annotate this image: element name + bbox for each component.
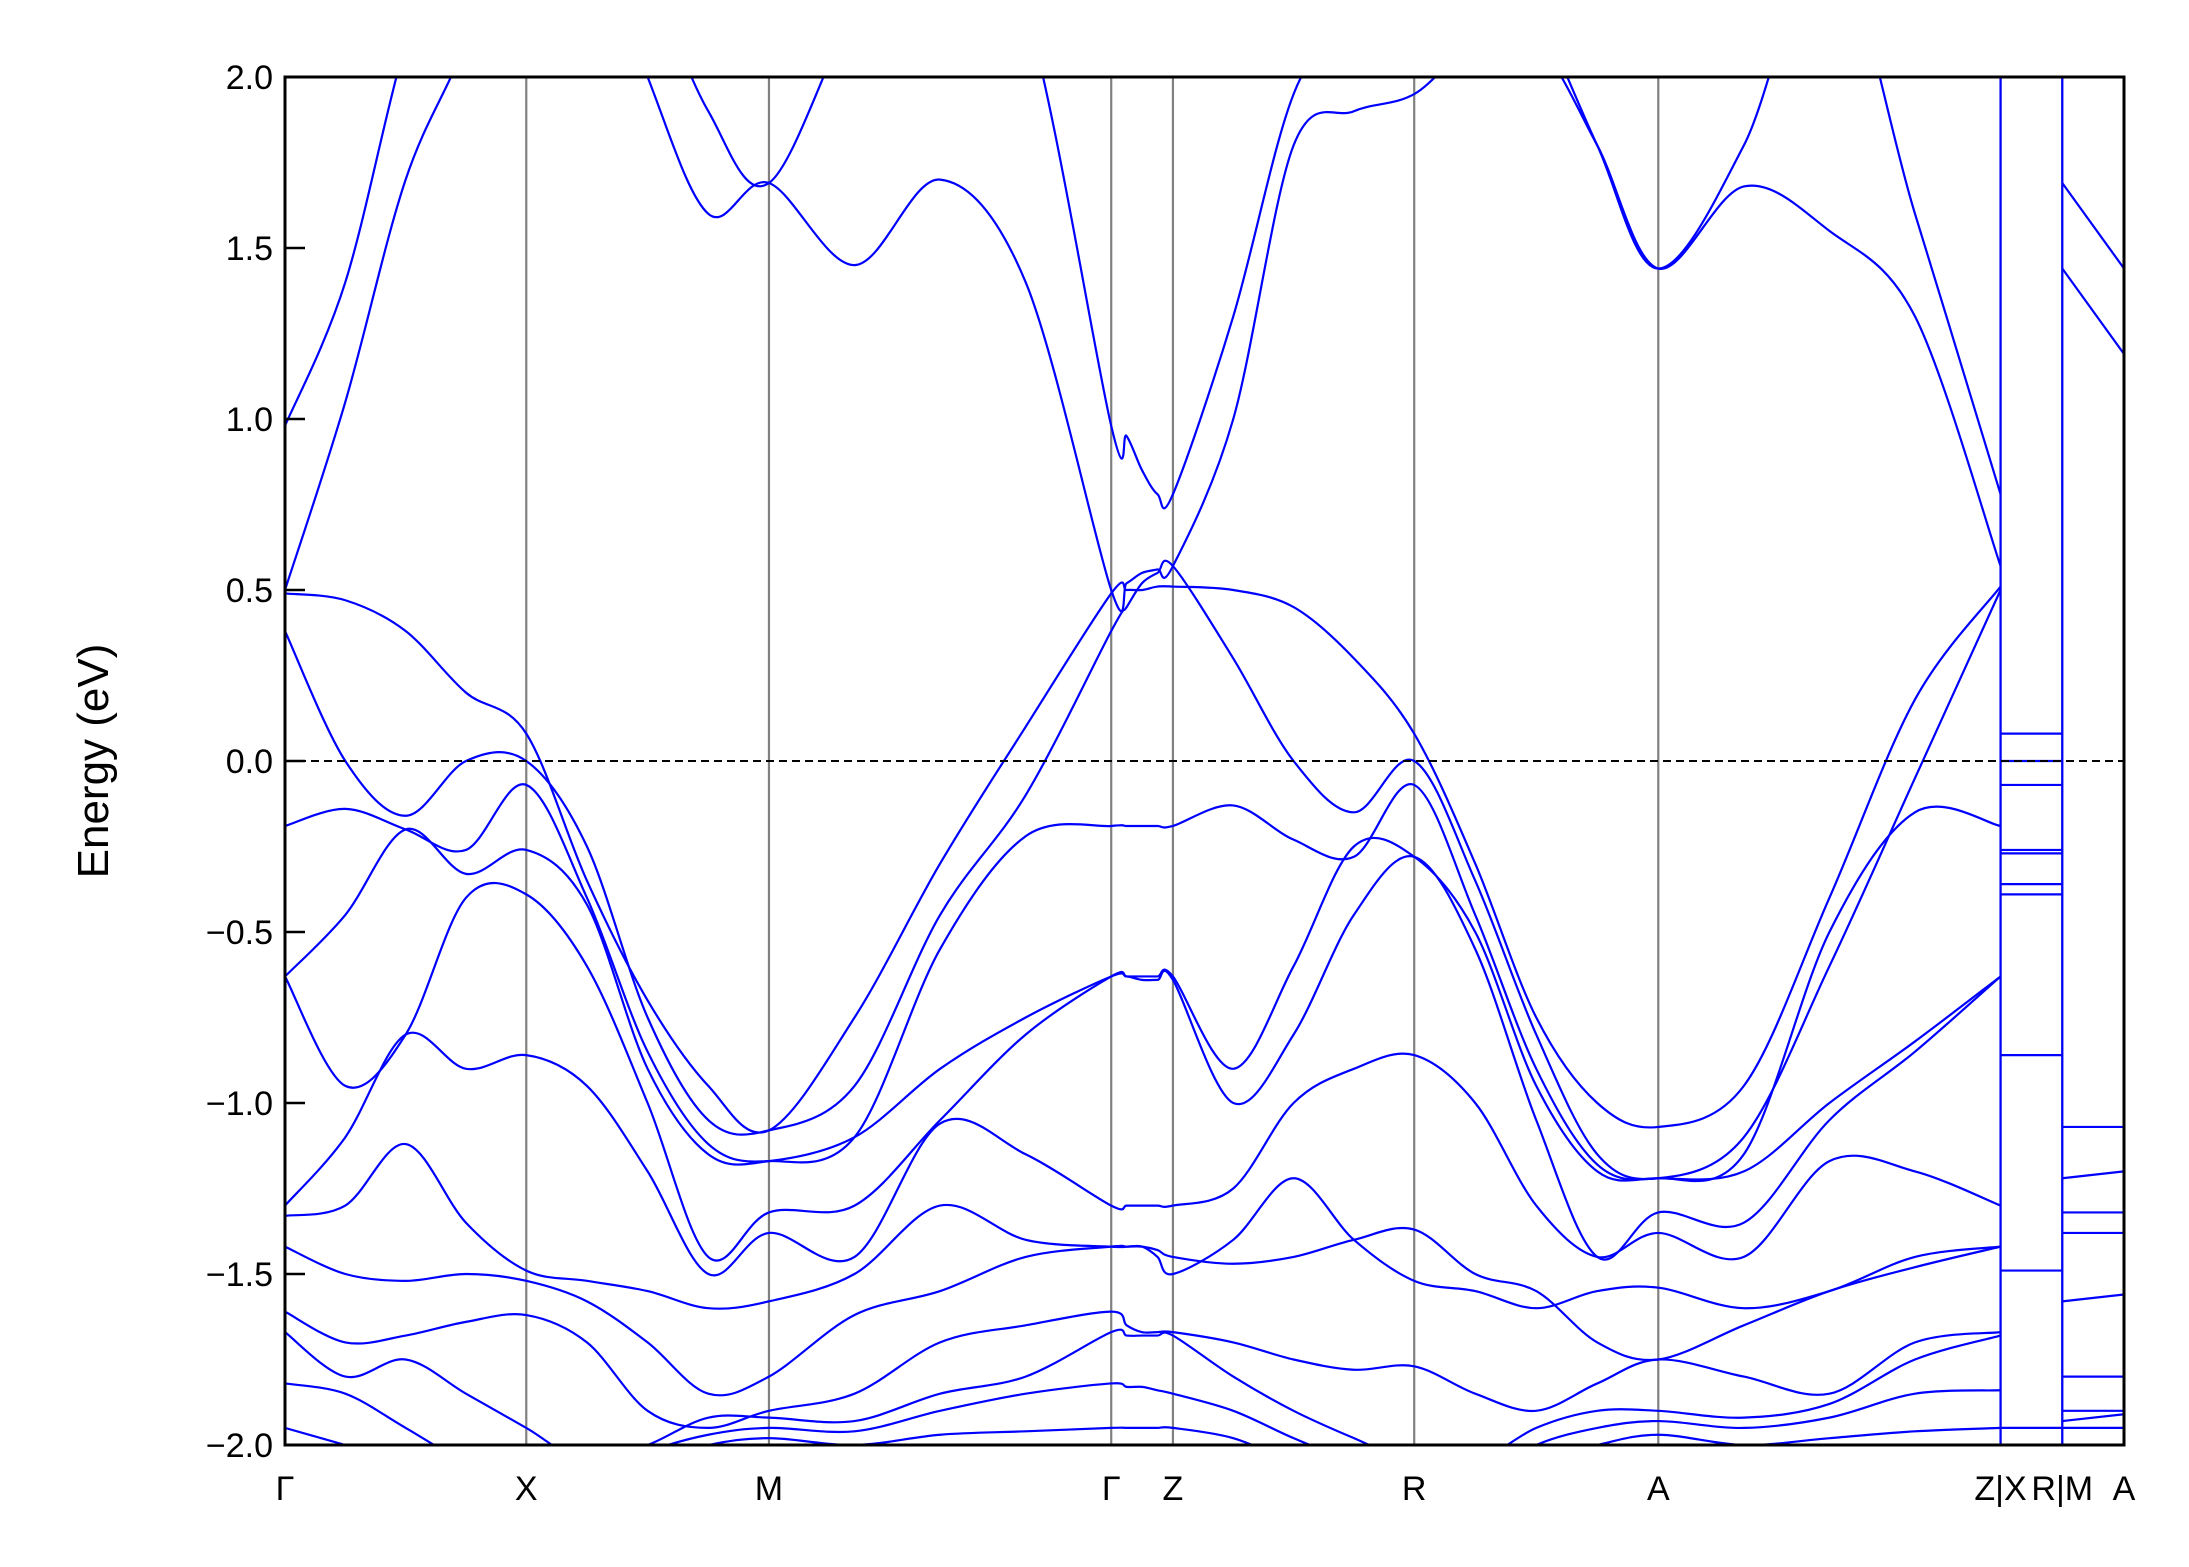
x-tick-label: Γ [276,1470,295,1508]
x-axis-ticks: Γ X M Γ Z R A Z|X R|M A [276,1470,2136,1508]
y-tick-label: −1.0 [206,1085,273,1123]
y-tick-label: −0.5 [206,914,273,952]
x-tick-label: Z|X [1974,1470,2026,1508]
y-axis-label: Energy (eV) [69,644,118,879]
y-tick-label: 1.0 [226,401,273,439]
band-line-9 [285,1328,2001,1445]
band-line-2 [285,783,2001,1183]
y-tick-label: 0.5 [226,572,273,610]
band-line-m-a-0 [2061,182,2124,270]
band-line-12 [285,77,2002,613]
x-tick-label: R|M [2031,1470,2093,1508]
band-line-7 [285,1226,2001,1397]
y-tick-label: 1.5 [226,230,273,268]
x-tick-label: A [2113,1470,2136,1508]
band-line-8 [285,1310,2001,1430]
x-tick-label: Z [1163,1470,1184,1508]
x-tick-label: R [1402,1470,1427,1508]
y-tick-label: 2.0 [226,59,273,97]
band-line-3 [285,827,2002,1182]
band-line-11 [285,1426,2001,1445]
y-tick-label: −2.0 [206,1427,273,1465]
band-line-m-a-1 [2061,267,2124,355]
y-tick-label: −1.5 [206,1256,273,1294]
band-line-m-a-6 [2062,1293,2124,1303]
band-line-m-a-9 [2062,1413,2124,1423]
bands [285,77,2124,1445]
y-axis-ticks: 2.0 1.5 1.0 0.5 0.0 −0.5 −1.0 −1.5 −2.0 [206,59,305,1465]
x-tick-label: M [755,1470,783,1508]
band-line-10 [285,1382,2001,1445]
y-tick-label: 0.0 [226,743,273,781]
x-tick-label: X [515,1470,538,1508]
x-tick-label: A [1647,1470,1670,1508]
x-tick-label: Γ [1102,1470,1121,1508]
band-line-13 [285,77,2002,510]
band-line-5 [285,1031,2001,1277]
band-line-m-a-3 [2062,1170,2124,1180]
band-line-0 [285,581,2002,1134]
